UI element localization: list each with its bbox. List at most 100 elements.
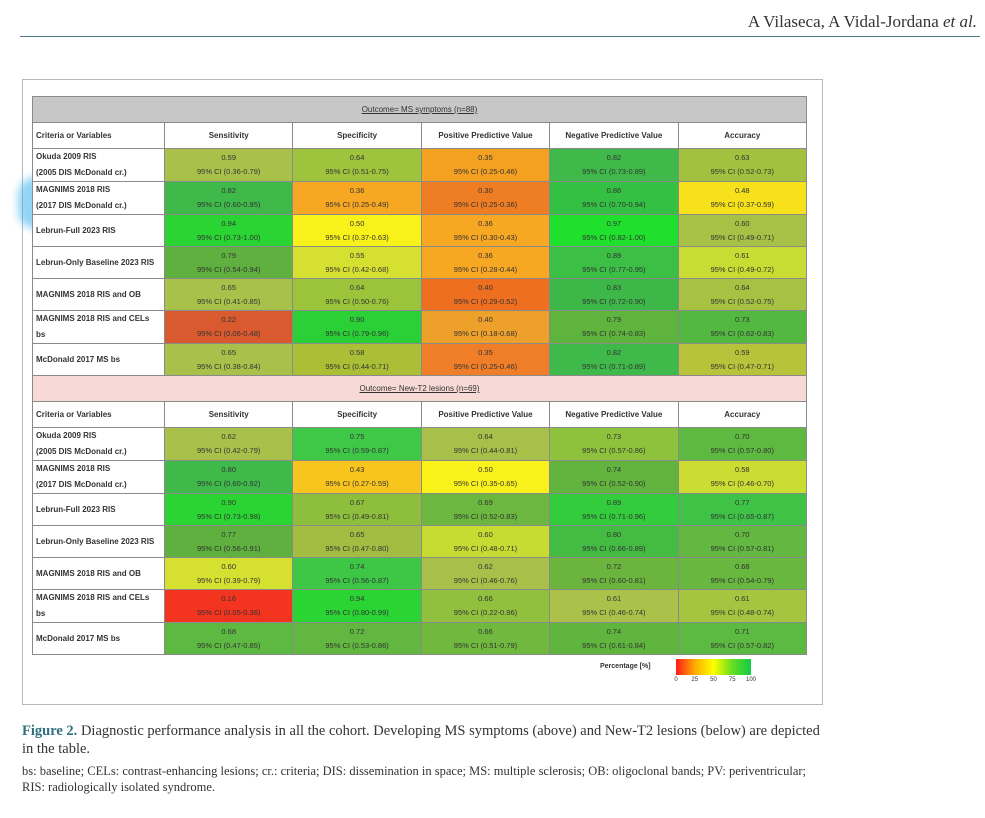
metric-cell: 0.77 95% CI (0.65-0.87) [677, 493, 808, 526]
metric-cell: 0.83 95% CI (0.72-0.90) [549, 278, 679, 311]
metric-value: 0.48 [734, 186, 750, 195]
metric-ci: 95% CI (0.57-0.81) [710, 543, 774, 553]
running-head: A Vilaseca, A Vidal-Jordana et al. [748, 12, 977, 32]
metric-cell: 0.71 95% CI (0.57-0.82) [677, 622, 808, 655]
metric-value: 0.69 [478, 497, 493, 507]
metric-cell: 0.40 95% CI (0.18-0.68) [420, 310, 551, 344]
column-header: Sensitivity [163, 401, 294, 428]
table-row: Okuda 2009 RIS (2005 DIS McDonald cr.) 0.6… [32, 427, 808, 461]
metric-ci: 95% CI (0.54-0.79) [710, 575, 774, 585]
criteria-label-line: (2005 DIS McDonald cr.) [36, 168, 127, 177]
metric-cell: 0.62 95% CI (0.46-0.76) [420, 557, 551, 590]
criteria-label: MAGNIMS 2018 RIS and OB [32, 278, 165, 311]
metric-ci: 95% CI (0.60-0.92) [197, 479, 261, 488]
metric-value: 0.74 [606, 465, 622, 474]
performance-table: Outcome= MS symptoms (n=88) Criteria or V… [32, 96, 808, 655]
metric-value: 0.43 [349, 465, 365, 474]
criteria-label: McDonald 2017 MS bs [32, 622, 165, 655]
metric-ci: 95% CI (0.73-0.98) [197, 511, 261, 521]
metric-value: 0.73 [734, 315, 750, 324]
metric-value: 0.61 [606, 594, 622, 603]
metric-value: 0.73 [606, 432, 622, 441]
metric-ci: 95% CI (0.25-0.46) [453, 361, 518, 371]
criteria-label: Okuda 2009 RIS (2005 DIS McDonald cr.) [32, 148, 165, 182]
metric-ci: 95% CI (0.61-0.84) [582, 640, 646, 650]
metric-cell: 0.50 95% CI (0.37-0.63) [292, 214, 422, 247]
metric-ci: 95% CI (0.47-0.71) [710, 361, 774, 371]
metric-ci: 95% CI (0.27-0.59) [325, 479, 389, 488]
metric-value: 0.64 [349, 153, 365, 162]
metric-value: 0.80 [221, 465, 236, 474]
legend-tick: 50 [710, 677, 717, 683]
metric-value: 0.59 [734, 347, 750, 357]
metric-ci: 95% CI (0.71-0.89) [582, 361, 646, 371]
table-row: McDonald 2017 MS bs 0.65 95% CI (0.38-0.84… [32, 343, 808, 376]
metric-value: 0.65 [221, 282, 236, 292]
metric-cell: 0.58 95% CI (0.46-0.70) [677, 460, 808, 494]
metric-ci: 95% CI (0.35-0.65) [453, 479, 518, 488]
metric-cell: 0.65 95% CI (0.41-0.85) [163, 278, 294, 311]
metric-ci: 95% CI (0.39-0.79) [197, 575, 261, 585]
criteria-label: Lebrun-Only Baseline 2023 RIS [32, 246, 165, 279]
criteria-label-line: Lebrun-Only Baseline 2023 RIS [36, 536, 155, 546]
metric-value: 0.35 [478, 347, 493, 357]
metric-ci: 95% CI (0.48-0.71) [453, 543, 518, 553]
metric-value: 0.70 [734, 432, 750, 441]
metric-value: 0.82 [606, 153, 622, 162]
column-header: Criteria or Variables [32, 122, 165, 149]
metric-ci: 95% CI (0.22-0.96) [453, 608, 518, 617]
metric-cell: 0.90 95% CI (0.79-0.96) [292, 310, 422, 344]
metric-ci: 95% CI (0.52-0.73) [710, 167, 774, 176]
metric-ci: 95% CI (0.54-0.94) [197, 264, 261, 274]
metric-cell: 0.86 95% CI (0.70-0.94) [549, 181, 679, 215]
column-header: Positive Predictive Value [420, 122, 551, 149]
metric-cell: 0.60 95% CI (0.49-0.71) [677, 214, 808, 247]
metric-cell: 0.74 95% CI (0.61-0.84) [549, 622, 679, 655]
metric-cell: 0.79 95% CI (0.74-0.83) [549, 310, 679, 344]
metric-ci: 95% CI (0.65-0.87) [710, 511, 774, 521]
metric-ci: 95% CI (0.79-0.96) [325, 329, 389, 338]
metric-ci: 95% CI (0.36-0.79) [197, 167, 261, 176]
metric-cell: 0.64 95% CI (0.44-0.81) [420, 427, 551, 461]
metric-value: 0.60 [478, 529, 493, 539]
metric-cell: 0.61 95% CI (0.49-0.72) [677, 246, 808, 279]
table-row: McDonald 2017 MS bs 0.68 95% CI (0.47-0.85… [32, 622, 808, 655]
metric-cell: 0.61 95% CI (0.46-0.74) [549, 589, 679, 623]
metric-value: 0.74 [606, 626, 622, 636]
metric-value: 0.63 [734, 153, 750, 162]
metric-value: 0.79 [606, 315, 622, 324]
outcome-row: Outcome= New-T2 lesions (n=69) [32, 375, 807, 402]
metric-value: 0.60 [734, 218, 750, 228]
metric-ci: 95% CI (0.37-0.63) [325, 232, 389, 242]
metric-cell: 0.82 95% CI (0.60-0.95) [163, 181, 294, 215]
metric-cell: 0.30 95% CI (0.25-0.36) [420, 181, 551, 215]
metric-cell: 0.65 95% CI (0.47-0.80) [292, 525, 422, 558]
table-row: MAGNIMS 2018 RIS and OB 0.65 95% CI (0.41-… [32, 278, 808, 311]
metric-cell: 0.35 95% CI (0.25-0.46) [420, 343, 551, 376]
metric-value: 0.64 [349, 282, 365, 292]
metric-value: 0.22 [221, 315, 236, 324]
column-header: Positive Predictive Value [420, 401, 551, 428]
criteria-label-line: MAGNIMS 2018 RIS [36, 464, 111, 473]
outcome-row: Outcome= MS symptoms (n=88) [32, 96, 807, 123]
metric-ci: 95% CI (0.50-0.76) [325, 296, 389, 306]
metric-cell: 0.80 95% CI (0.60-0.92) [163, 460, 294, 494]
table-row: MAGNIMS 2018 RIS and OB 0.60 95% CI (0.39-… [32, 557, 808, 590]
caption-text: Diagnostic performance analysis in all t… [22, 723, 820, 757]
running-head-authors: A Vilaseca, A Vidal-Jordana [747, 12, 939, 31]
legend-tick: 75 [728, 677, 736, 683]
criteria-label-line: MAGNIMS 2018 RIS and OB [36, 568, 141, 578]
metric-cell: 0.72 95% CI (0.53-0.86) [292, 622, 422, 655]
metric-ci: 95% CI (0.30-0.43) [453, 232, 518, 242]
metric-ci: 95% CI (0.44-0.71) [325, 361, 389, 371]
criteria-label: Lebrun-Full 2023 RIS [32, 214, 165, 247]
table-row: MAGNIMS 2018 RIS (2017 DIS McDonald cr.) 0… [32, 460, 808, 494]
running-head-etal: et al. [943, 12, 977, 31]
legend-tick: 25 [691, 677, 699, 683]
metric-cell: 0.40 95% CI (0.29-0.52) [420, 278, 551, 311]
metric-value: 0.61 [734, 250, 750, 260]
metric-cell: 0.63 95% CI (0.52-0.73) [677, 148, 808, 182]
metric-ci: 95% CI (0.57-0.86) [582, 446, 646, 455]
criteria-label: McDonald 2017 MS bs [32, 343, 165, 376]
metric-ci: 95% CI (0.51-0.75) [325, 167, 389, 176]
